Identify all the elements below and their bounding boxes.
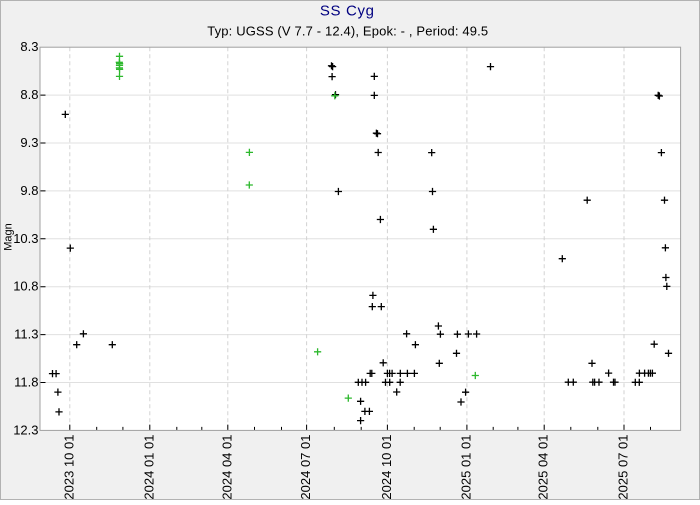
svg-text:2025 04 01: 2025 04 01 — [536, 435, 551, 500]
svg-text:9.3: 9.3 — [20, 135, 38, 150]
svg-text:8.8: 8.8 — [20, 87, 38, 102]
svg-text:SS Cyg: SS Cyg — [320, 3, 375, 20]
svg-text:2024 07 01: 2024 07 01 — [298, 435, 313, 500]
svg-text:2023 10 01: 2023 10 01 — [61, 435, 76, 500]
svg-text:2025 07 01: 2025 07 01 — [616, 435, 631, 500]
svg-text:8.3: 8.3 — [20, 39, 38, 54]
svg-text:2025 01 01: 2025 01 01 — [458, 435, 473, 500]
svg-text:2024 10 01: 2024 10 01 — [379, 435, 394, 500]
svg-text:Magn: Magn — [2, 223, 14, 251]
svg-text:11.3: 11.3 — [14, 327, 38, 342]
svg-text:11.8: 11.8 — [14, 375, 38, 390]
svg-text:10.3: 10.3 — [13, 231, 38, 246]
svg-text:Typ: UGSS (V 7.7 - 12.4), Epok: Typ: UGSS (V 7.7 - 12.4), Epok: - , Peri… — [207, 24, 488, 39]
svg-text:2024 04 01: 2024 04 01 — [219, 435, 234, 500]
svg-text:10.8: 10.8 — [13, 279, 38, 294]
svg-text:9.8: 9.8 — [20, 183, 38, 198]
svg-text:2024 01 01: 2024 01 01 — [141, 435, 156, 500]
svg-text:12.3: 12.3 — [13, 422, 38, 437]
